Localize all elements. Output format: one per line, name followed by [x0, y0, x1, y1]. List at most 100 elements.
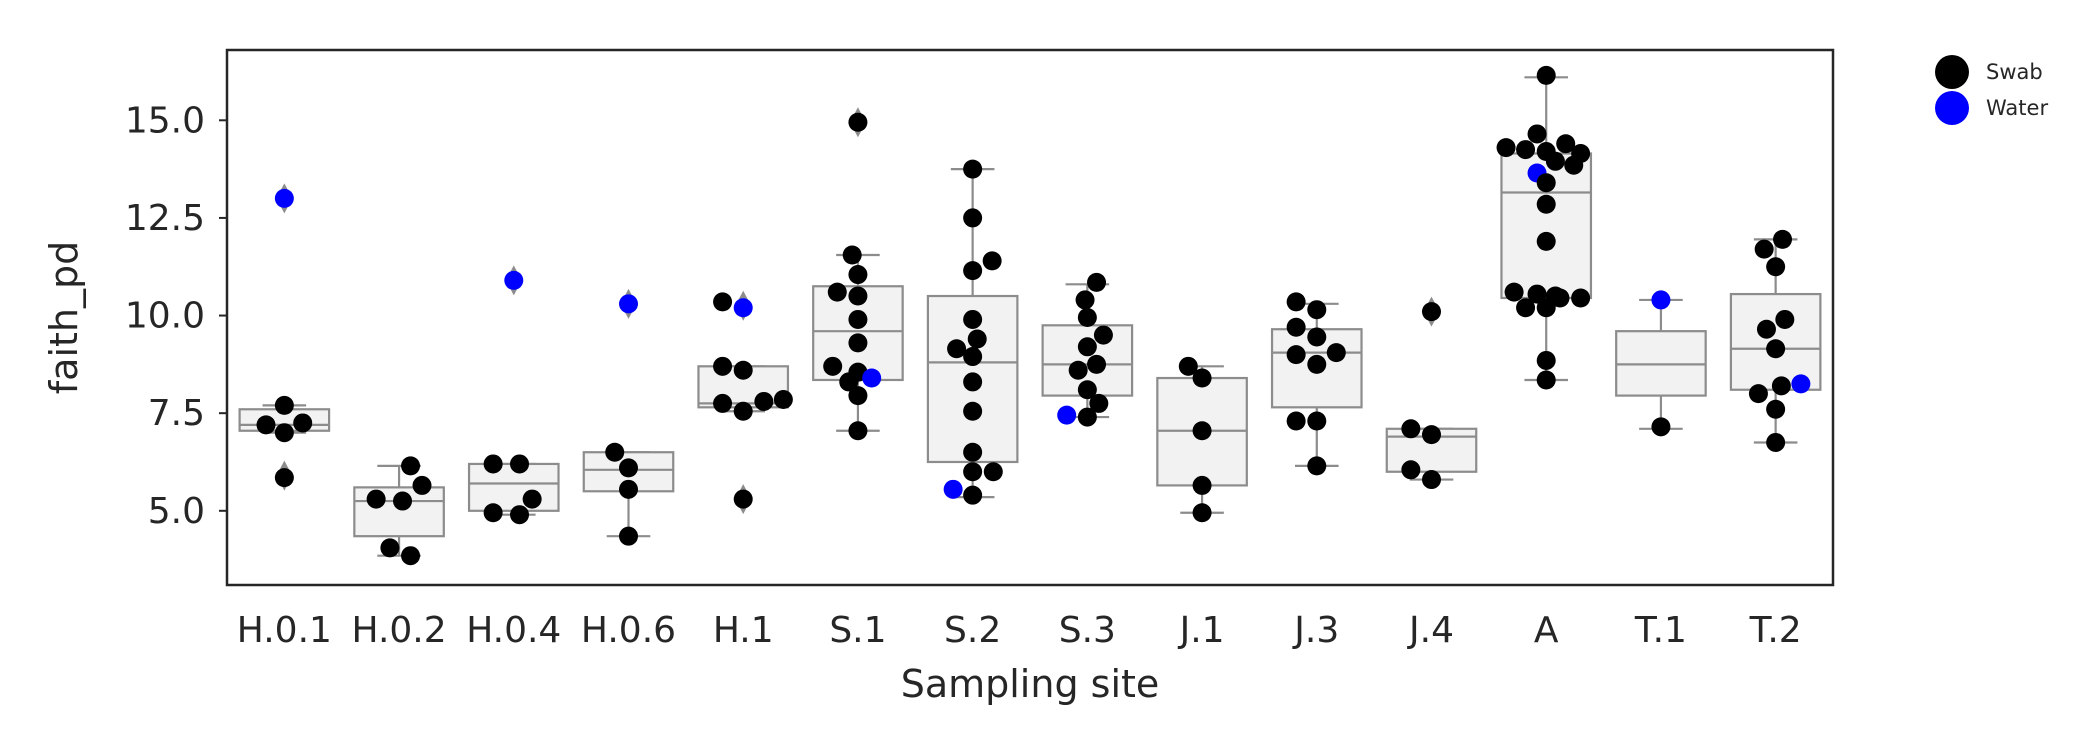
- box-J.4: [1385, 296, 1478, 481]
- point-swab: [1504, 282, 1524, 302]
- point-swab: [839, 372, 859, 392]
- x-axis-label: Sampling site: [901, 662, 1160, 706]
- point-swab: [1087, 272, 1107, 292]
- point-swab: [1192, 421, 1212, 441]
- point-swab: [983, 462, 1003, 482]
- point-swab: [619, 526, 638, 546]
- box-iqr: [467, 462, 560, 512]
- y-tick-label: 12.5: [125, 198, 205, 239]
- point-swab: [1766, 432, 1786, 452]
- x-tick-label: S.2: [944, 610, 1001, 651]
- point-swab: [1401, 419, 1421, 439]
- point-swab: [1571, 288, 1591, 308]
- point-swab: [1077, 407, 1097, 427]
- point-water: [274, 188, 294, 208]
- point-swab: [366, 489, 386, 509]
- box-T.1: [1615, 298, 1707, 430]
- point-swab: [848, 309, 868, 329]
- point-swab: [848, 265, 868, 285]
- point-swab: [1087, 354, 1107, 374]
- point-swab: [1089, 393, 1109, 413]
- point-swab: [1192, 475, 1212, 495]
- point-swab: [1422, 425, 1441, 445]
- point-swab: [713, 356, 733, 376]
- legend-item-swab: Swab: [1935, 55, 2043, 89]
- point-swab: [1286, 345, 1306, 365]
- point-swab: [1286, 292, 1306, 312]
- point-swab: [1422, 470, 1441, 490]
- point-water: [733, 298, 753, 318]
- point-swab: [1077, 380, 1097, 400]
- point-swab: [963, 401, 983, 421]
- point-swab: [401, 546, 421, 566]
- point-swab: [1307, 300, 1327, 320]
- point-swab: [1756, 319, 1776, 339]
- point-swab: [1556, 134, 1576, 154]
- point-swab: [982, 251, 1002, 271]
- point-swab: [733, 401, 753, 421]
- point-swab: [1527, 124, 1547, 144]
- point-swab: [1093, 325, 1113, 345]
- points-layer: [256, 65, 1811, 566]
- point-swab: [963, 159, 983, 179]
- point-swab: [713, 292, 733, 312]
- point-swab: [510, 454, 530, 474]
- point-swab: [773, 390, 793, 410]
- point-swab: [1422, 302, 1441, 322]
- point-swab: [848, 421, 868, 441]
- legend-marker: [1935, 91, 1969, 125]
- point-swab: [1077, 337, 1097, 357]
- point-swab: [1766, 339, 1786, 359]
- point-water: [1057, 405, 1077, 425]
- point-swab: [1536, 173, 1556, 193]
- point-swab: [1536, 231, 1556, 251]
- point-swab: [1496, 138, 1516, 158]
- x-tick-label: H.0.4: [466, 610, 561, 651]
- x-tick-label: H.0.6: [581, 610, 676, 651]
- x-tick-label: J.4: [1407, 610, 1454, 651]
- x-tick-label: T.2: [1749, 610, 1802, 651]
- point-swab: [754, 391, 774, 411]
- x-tick-label: H.0.2: [352, 610, 447, 651]
- point-swab: [1775, 309, 1795, 329]
- plot-frame: [225, 48, 1835, 587]
- point-swab: [1773, 229, 1793, 249]
- point-swab: [963, 462, 983, 482]
- box-H.0.4: [467, 265, 560, 516]
- point-swab: [1307, 327, 1327, 347]
- point-swab: [848, 333, 868, 353]
- legend-label: Water: [1986, 96, 2048, 120]
- point-swab: [256, 415, 276, 435]
- point-swab: [1536, 350, 1556, 370]
- point-swab: [1178, 356, 1198, 376]
- point-swab: [848, 286, 868, 306]
- point-swab: [1192, 368, 1212, 388]
- point-swab: [848, 112, 868, 132]
- point-swab: [1536, 298, 1556, 318]
- point-swab: [1766, 257, 1786, 277]
- y-tick-label: 10.0: [125, 296, 205, 337]
- x-tick-label: S.3: [1059, 610, 1116, 651]
- point-swab: [963, 208, 983, 228]
- point-water: [619, 294, 638, 314]
- box-H.0.6: [582, 288, 675, 538]
- point-swab: [1748, 384, 1768, 404]
- point-swab: [274, 395, 294, 415]
- point-water: [862, 368, 882, 388]
- point-swab: [510, 505, 530, 525]
- point-swab: [1754, 239, 1774, 259]
- point-swab: [1771, 376, 1791, 396]
- point-swab: [1536, 194, 1556, 214]
- point-swab: [733, 360, 753, 380]
- point-swab: [963, 347, 983, 367]
- point-swab: [1536, 65, 1556, 85]
- point-swab: [848, 386, 868, 406]
- point-swab: [1401, 460, 1421, 480]
- point-swab: [412, 475, 432, 495]
- point-swab: [605, 442, 625, 462]
- point-swab: [619, 479, 638, 499]
- point-swab: [1527, 284, 1547, 304]
- point-swab: [1545, 151, 1565, 171]
- point-swab: [1307, 411, 1327, 431]
